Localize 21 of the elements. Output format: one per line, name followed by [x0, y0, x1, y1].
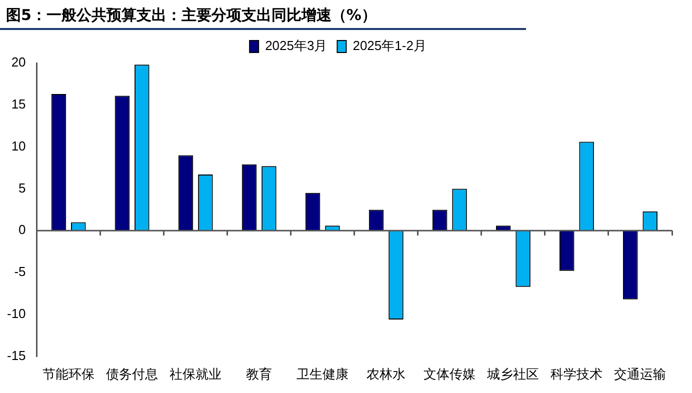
legend-label: 2025年1-2月 — [352, 38, 426, 54]
x-tick-label: 城乡社区 — [486, 368, 540, 383]
x-tick-label: 农林水 — [366, 368, 406, 383]
x-tick-label: 卫生健康 — [296, 368, 349, 383]
y-tick-label: 15 — [11, 96, 26, 112]
y-tick-label: -10 — [6, 306, 26, 322]
y-tick-label: 0 — [18, 222, 26, 238]
legend-label: 2025年3月 — [265, 38, 328, 54]
y-tick-label: 5 — [18, 180, 26, 196]
y-tick-label: -5 — [14, 264, 26, 280]
x-tick-label: 债务付息 — [106, 368, 158, 383]
x-tick-label: 科学技术 — [550, 368, 603, 383]
chart-title: 图5：一般公共预算支出：主要分项支出同比增速（%） — [0, 0, 526, 30]
x-tick-label: 文体传媒 — [424, 368, 476, 383]
x-tick-label: 社保就业 — [170, 368, 222, 383]
x-tick-label: 教育 — [246, 366, 272, 383]
x-tick-label: 节能环保 — [42, 368, 95, 383]
y-tick-label: 20 — [11, 54, 26, 70]
y-tick-label: -15 — [6, 348, 26, 363]
x-tick-label: 交通运输 — [614, 366, 666, 383]
y-tick-label: 10 — [11, 138, 26, 154]
